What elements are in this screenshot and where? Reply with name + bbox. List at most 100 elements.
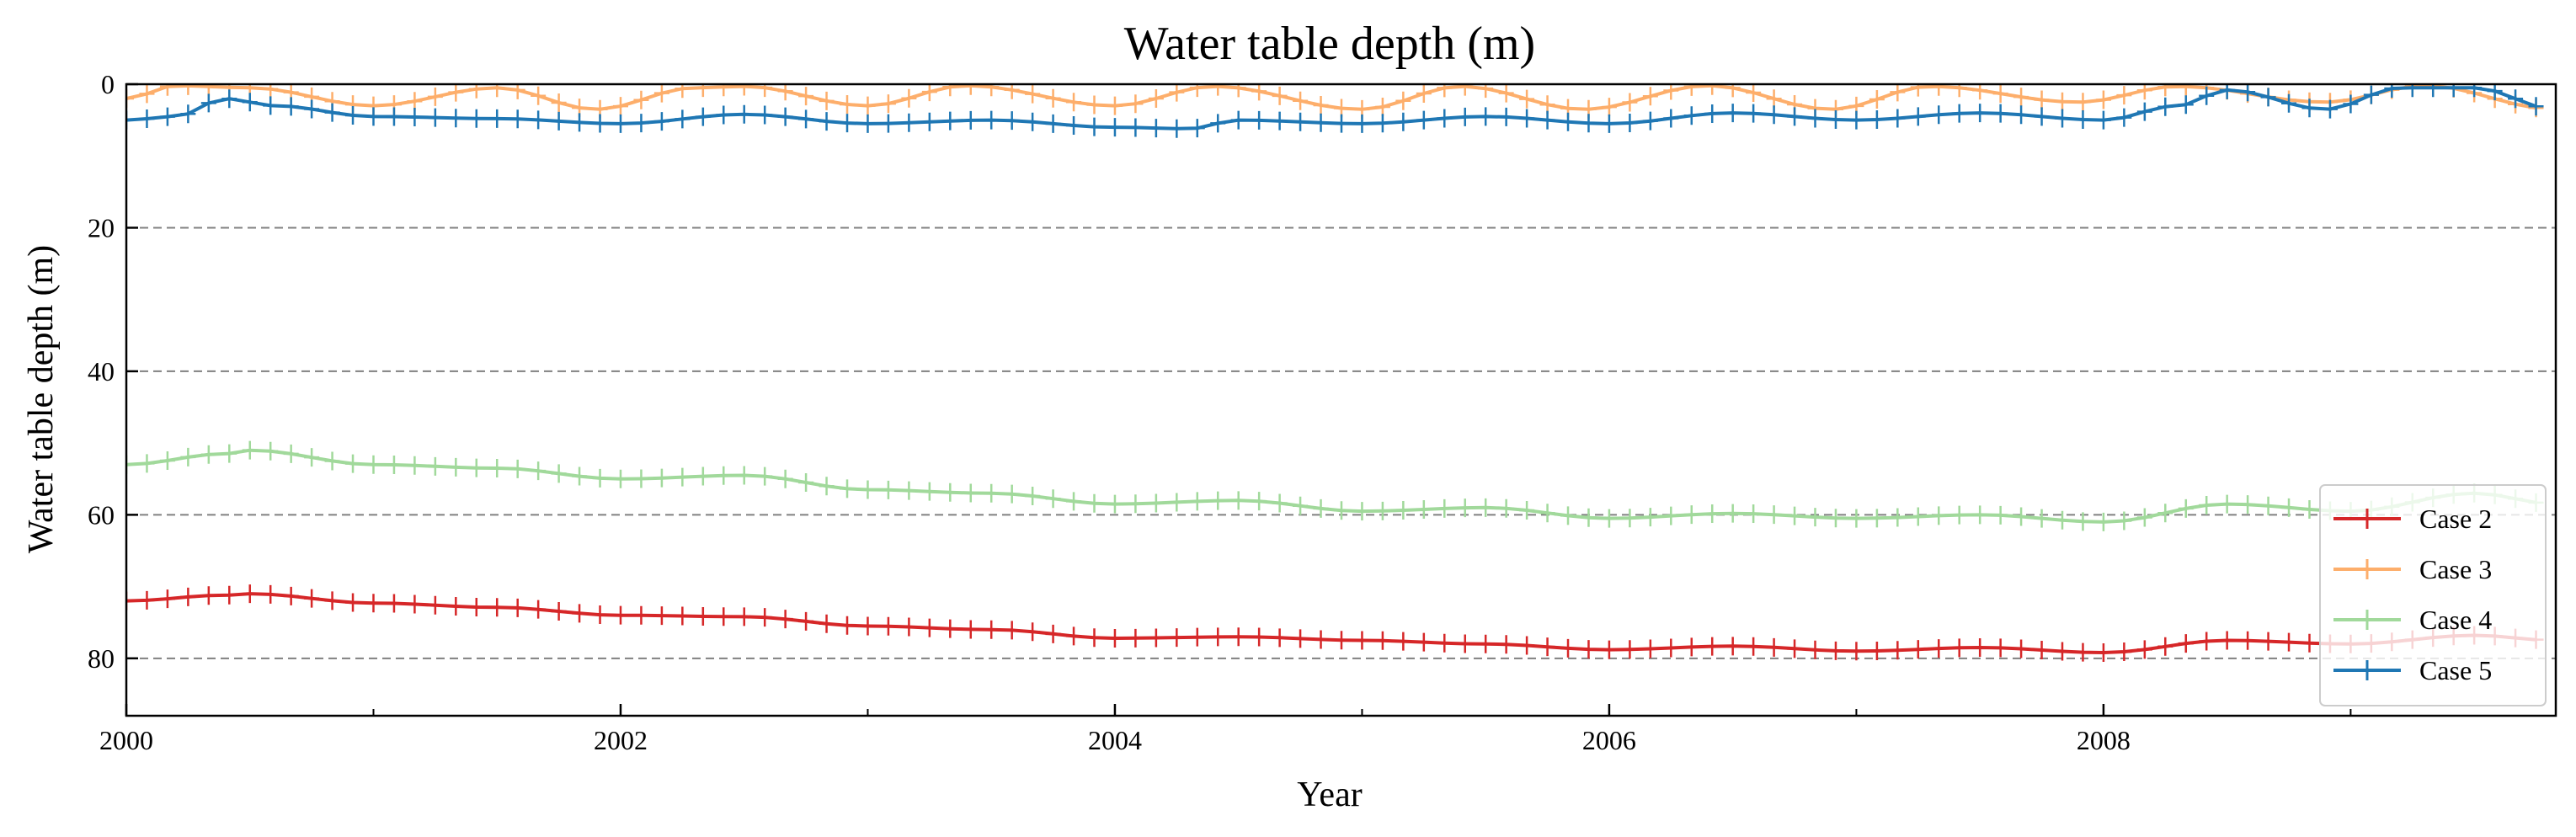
data-point <box>2384 84 2400 99</box>
data-point <box>263 84 279 99</box>
data-point <box>1992 84 2008 104</box>
data-point <box>1293 629 1309 648</box>
data-point <box>1787 107 1803 126</box>
data-point <box>509 109 525 129</box>
data-point <box>283 444 299 463</box>
data-point <box>2116 511 2132 530</box>
data-point <box>1004 484 1020 504</box>
data-point <box>365 455 381 474</box>
data-point <box>901 617 917 637</box>
chart-title: Water table depth (m) <box>1124 18 1535 70</box>
data-point <box>242 584 258 604</box>
data-point <box>1704 504 1720 524</box>
data-point <box>1807 109 1823 128</box>
data-point <box>757 608 773 627</box>
data-point <box>1642 639 1658 658</box>
data-point <box>572 113 588 132</box>
data-point <box>819 91 835 110</box>
data-point <box>2178 634 2194 653</box>
data-point <box>901 88 917 108</box>
data-point <box>2013 88 2029 107</box>
data-point <box>2157 97 2173 116</box>
data-point <box>1066 116 1082 136</box>
data-point <box>1148 628 1164 648</box>
data-point <box>612 114 628 133</box>
data-point <box>2095 512 2111 531</box>
data-point <box>427 87 443 106</box>
data-point <box>1746 104 1762 123</box>
data-point <box>1395 91 1411 110</box>
data-point <box>2055 510 2070 530</box>
data-point <box>1354 114 1370 133</box>
data-point <box>427 595 443 615</box>
series-case-5 <box>126 84 2544 138</box>
data-point <box>1045 114 1061 133</box>
data-point <box>880 94 896 114</box>
data-point <box>489 598 505 617</box>
data-point <box>984 620 1000 639</box>
data-point <box>716 84 732 97</box>
data-point <box>551 601 567 621</box>
data-point <box>2034 107 2050 126</box>
data-point <box>1395 112 1411 131</box>
data-point <box>2157 84 2173 97</box>
x-tick-label: 2006 <box>1582 725 1636 755</box>
data-point <box>1416 84 1432 103</box>
data-point <box>963 483 979 503</box>
data-point <box>1725 637 1741 656</box>
data-point <box>1066 626 1082 646</box>
data-point <box>1848 509 1864 528</box>
legend-item: Case 5 <box>2333 655 2492 685</box>
data-point <box>592 468 608 488</box>
data-point <box>1746 637 1762 656</box>
data-point <box>1457 107 1473 126</box>
data-point <box>551 93 567 112</box>
series-case-2 <box>126 584 2544 662</box>
data-point <box>984 84 1000 97</box>
data-point <box>1663 638 1679 658</box>
data-point <box>1519 636 1535 655</box>
data-point <box>1045 489 1061 509</box>
data-point <box>1457 634 1473 653</box>
data-point <box>572 466 588 486</box>
legend-label: Case 5 <box>2419 655 2492 685</box>
data-point <box>633 90 649 109</box>
data-point <box>1478 634 1494 653</box>
data-point <box>1746 504 1762 524</box>
data-point <box>901 481 917 500</box>
data-point <box>509 84 525 99</box>
data-point <box>1622 114 1638 133</box>
data-point <box>2034 90 2050 109</box>
data-point <box>1869 89 1885 109</box>
data-point <box>1869 110 1885 130</box>
data-point <box>1128 628 1144 648</box>
data-point <box>1622 509 1638 528</box>
data-point <box>2034 641 2050 660</box>
data-point <box>468 109 484 128</box>
data-point <box>386 455 402 474</box>
data-point <box>777 107 793 126</box>
data-point <box>1230 627 1246 647</box>
data-point <box>2116 108 2132 127</box>
data-point <box>2219 494 2235 514</box>
data-point <box>2199 86 2215 105</box>
data-point <box>1890 641 1906 660</box>
data-point <box>757 466 773 486</box>
data-point <box>695 107 711 126</box>
data-point <box>489 109 505 128</box>
data-point <box>1148 493 1164 513</box>
data-point <box>798 109 814 129</box>
legend-marker <box>2359 559 2376 579</box>
data-point <box>1004 111 1020 131</box>
data-point <box>1498 635 1514 654</box>
data-point <box>1313 498 1329 518</box>
data-point <box>139 84 155 104</box>
y-tick-label: 0 <box>101 69 115 99</box>
data-point <box>1642 508 1658 527</box>
data-point <box>798 473 814 493</box>
data-point <box>242 93 258 112</box>
data-point <box>1313 630 1329 649</box>
data-point <box>1395 632 1411 651</box>
data-point <box>2281 93 2297 113</box>
data-point <box>1766 505 1782 525</box>
